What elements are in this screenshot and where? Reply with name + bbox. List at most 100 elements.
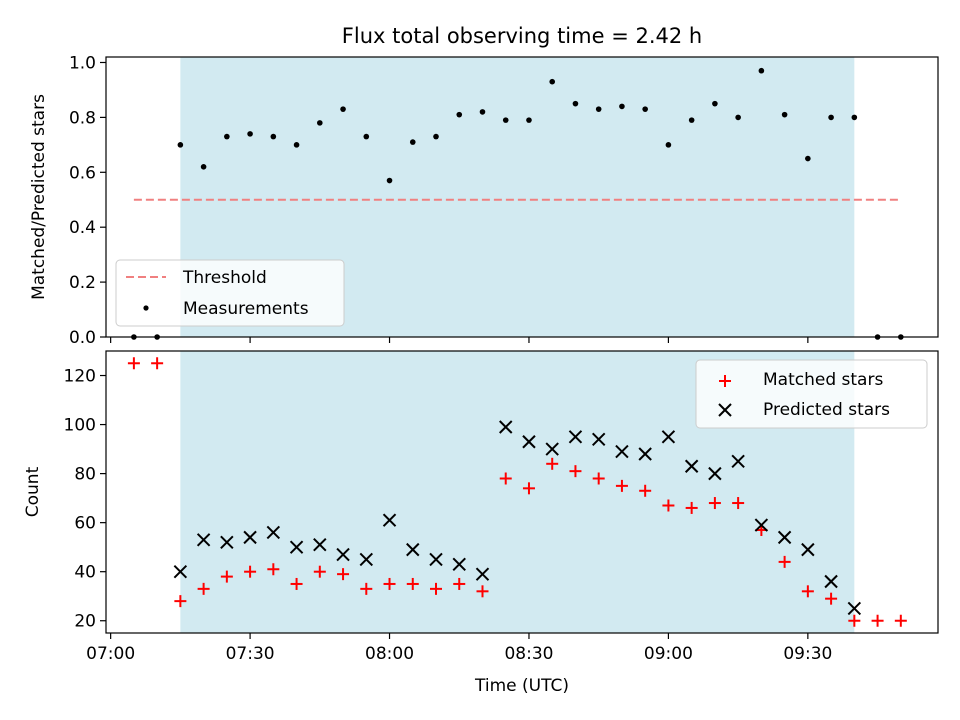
predicted-stars-point [847,601,862,616]
top-legend: Threshold Measurements [115,259,345,327]
measurement-point [502,117,509,123]
measurement-point [200,164,207,170]
x-tick-label: 08:00 [365,644,414,664]
predicted-stars-point [266,525,281,540]
predicted-stars-point [731,454,745,469]
measurement-point [595,106,602,112]
matched-stars-point [337,568,350,581]
legend-matched-swatch [719,375,731,387]
predicted-stars-point [359,552,373,567]
measurement-point [363,133,370,140]
legend-matched-label: Matched stars [763,370,883,390]
predicted-stars-point [708,466,722,481]
matched-stars-point [639,484,652,497]
x-tick-label: 08:30 [504,644,553,664]
x-tick-label: 07:30 [226,644,275,664]
measurement-point [619,103,625,110]
bottom-y-tick-label: 80 [74,465,96,485]
matched-stars-point [499,472,512,485]
measurement-point [247,131,253,137]
matched-stars-point [569,465,582,478]
matched-stars-point [244,565,257,578]
predicted-stars-point [777,530,792,545]
measurement-point [781,111,788,118]
legend-predicted-label: Predicted stars [763,400,890,420]
matched-stars-point [383,577,396,590]
top-y-tick-label: 0.4 [69,218,96,238]
measurement-point [293,142,300,148]
predicted-stars-point [684,459,699,473]
matched-stars-point [313,565,326,578]
predicted-stars-point [615,444,629,459]
bottom-y-tick-label: 40 [74,563,96,583]
predicted-stars-point [243,530,257,545]
measurement-point [456,111,463,118]
legend-threshold-label: Threshold [182,268,267,288]
measurement-point [712,100,718,107]
top-axes-frame [105,56,939,338]
predicted-stars-point [406,542,420,557]
matched-stars-point [267,563,280,576]
matched-stars-point [871,614,884,627]
chart-title: Flux total observing time = 2.42 h [342,24,702,48]
predicted-stars-point [196,533,211,547]
matched-stars-point [732,497,745,510]
matched-stars-point [615,479,628,492]
matched-stars-point [522,482,535,495]
predicted-stars-point [824,574,838,589]
measurement-point [433,133,439,140]
measurement-point [828,114,834,121]
bottom-y-tick-label: 20 [74,612,96,632]
predicted-stars-point [661,430,676,444]
matched-stars-point [151,357,164,370]
predicted-stars-point [173,564,188,579]
predicted-stars-point [499,420,513,434]
measurement-point [642,106,648,112]
matched-stars-point [127,357,140,370]
matched-stars-point [592,472,605,485]
x-axis-label: Time (UTC) [474,676,569,696]
measurement-point [224,133,230,140]
matched-stars-point [546,457,559,470]
matched-stars-point [430,582,443,595]
measurement-point [340,106,346,112]
matched-stars-point [778,555,791,568]
predicted-stars-point [382,513,397,527]
top-legend-box [115,259,345,327]
predicted-stars-point [638,447,652,461]
bottom-legend: Matched stars Predicted stars [695,359,928,429]
predicted-stars-point [336,547,350,562]
predicted-stars-point [522,435,536,449]
bottom-y-tick-label: 120 [64,367,96,387]
predicted-stars-point [545,442,559,456]
predicted-stars-point [801,542,815,557]
measurement-point [572,100,579,107]
predicted-stars-point [429,552,443,567]
measurement-point [386,177,393,184]
matched-stars-point [476,585,489,598]
measurement-point [851,114,858,121]
top-y-tick-label: 0.2 [69,273,96,293]
bottom-y-tick-label: 100 [64,416,96,436]
top-y-tick-label: 0.0 [69,328,96,348]
matched-stars-point [220,570,233,583]
predicted-stars-point [452,557,466,572]
measurement-point [409,139,416,145]
predicted-stars-point [591,432,606,446]
measurement-point [688,117,695,123]
matched-stars-point [197,582,210,595]
measurement-point [665,142,672,148]
matched-stars-point [453,577,466,590]
matched-stars-point [174,595,187,608]
legend-predicted-swatch [718,403,732,417]
measurement-point [805,155,811,162]
measurement-point [735,114,741,121]
matched-stars-point [406,577,419,590]
bottom-y-axis-label: Count [23,466,43,517]
matched-stars-point [360,582,373,595]
matched-stars-point [894,614,907,627]
matched-stars-point [685,501,698,514]
matched-stars-point [290,577,303,590]
predicted-stars-point [289,540,304,554]
predicted-stars-point [475,567,490,581]
